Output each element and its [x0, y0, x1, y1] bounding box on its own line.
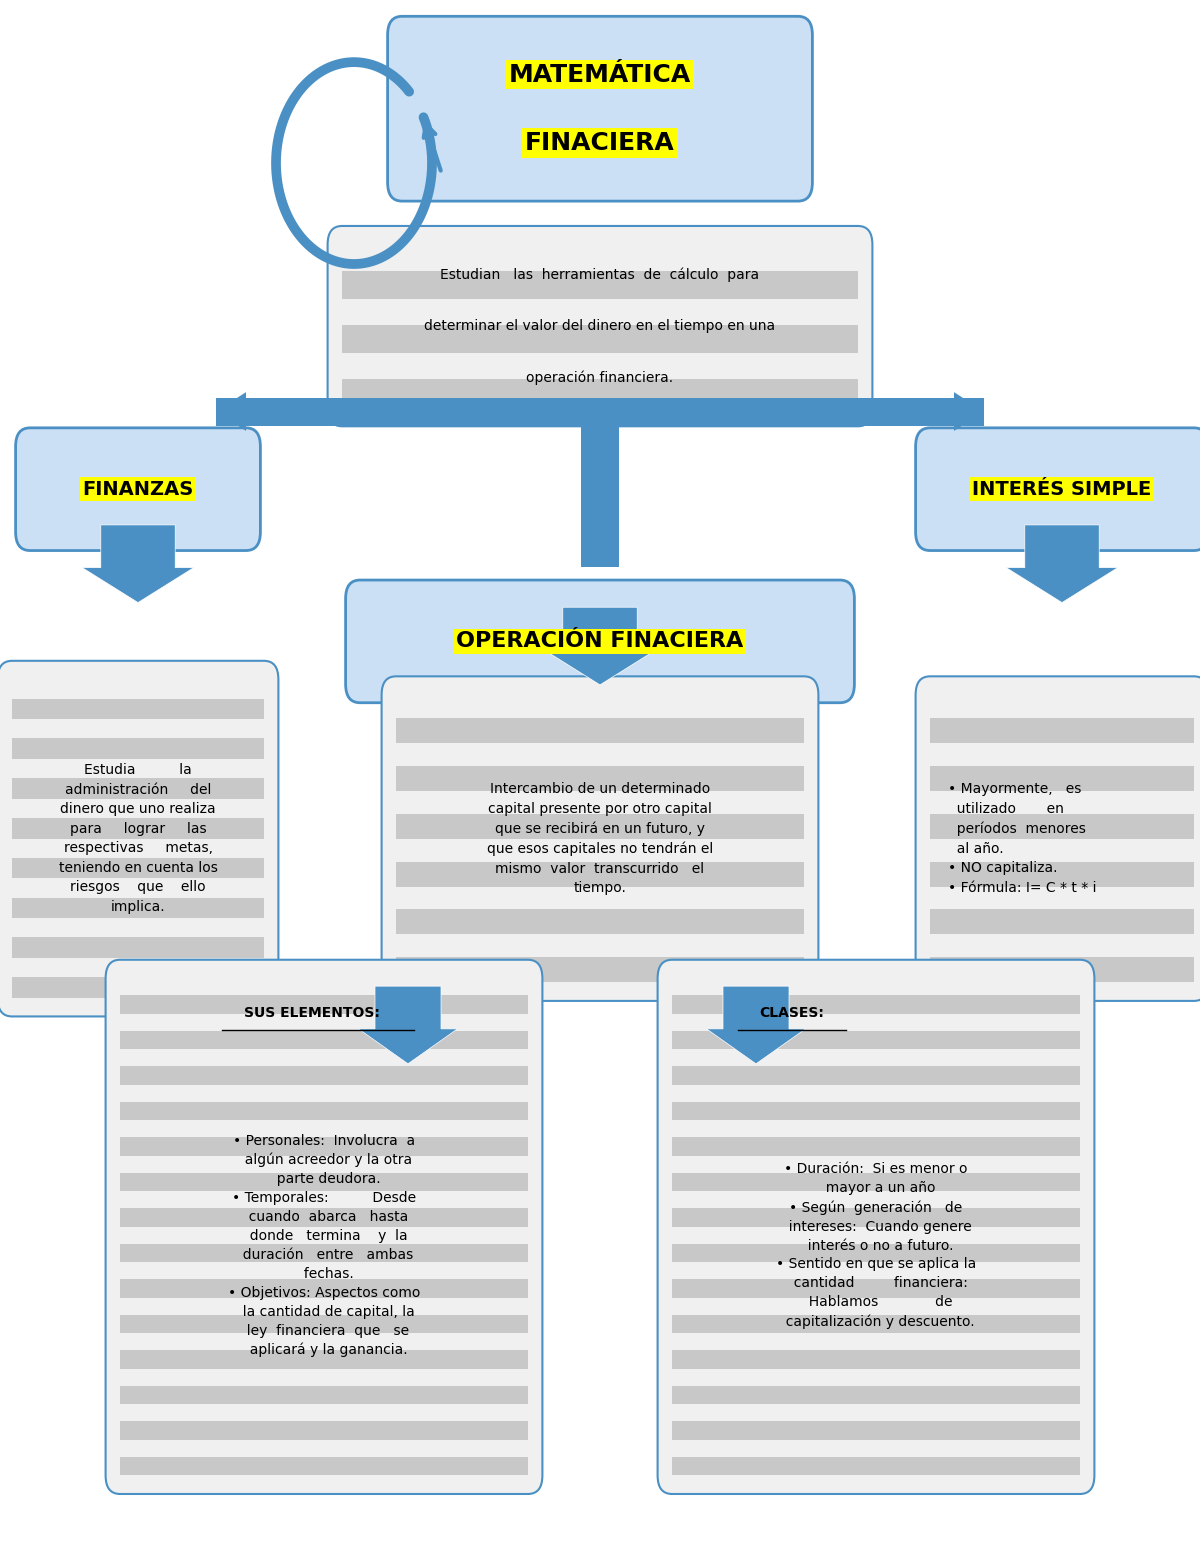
Polygon shape	[359, 986, 457, 1064]
Text: Estudia          la
administración     del
dinero que uno realiza
para     logra: Estudia la administración del dinero que…	[59, 764, 217, 913]
Bar	[120, 1351, 528, 1368]
Text: • Personales:  Involucra  a
  algún acreedor y la otra
  parte deudora.
• Tempor: • Personales: Involucra a algún acreedor…	[228, 1134, 420, 1357]
Bar	[120, 1208, 528, 1227]
Bar	[672, 1315, 1080, 1334]
Text: FINACIERA: FINACIERA	[526, 130, 674, 155]
Text: • Mayormente,   es
  utilizado       en
  períodos  menores
  al año.
• NO capit: • Mayormente, es utilizado en períodos m…	[948, 783, 1097, 895]
Polygon shape	[954, 393, 984, 430]
Bar	[396, 862, 804, 887]
Bar	[120, 1385, 528, 1404]
Bar	[672, 1280, 1080, 1298]
Bar	[672, 1208, 1080, 1227]
Polygon shape	[707, 986, 805, 1064]
Bar	[342, 325, 858, 353]
Polygon shape	[545, 607, 655, 685]
Bar	[342, 379, 858, 407]
Polygon shape	[1007, 525, 1118, 603]
Bar	[120, 1137, 528, 1155]
Polygon shape	[216, 393, 246, 430]
Text: FINANZAS: FINANZAS	[83, 480, 193, 499]
Text: operación financiera.: operación financiera.	[527, 370, 673, 385]
Text: CLASES:: CLASES:	[760, 1005, 824, 1020]
Bar	[581, 412, 619, 567]
Bar	[396, 717, 804, 742]
Bar	[930, 910, 1194, 935]
Bar	[930, 862, 1194, 887]
Bar	[396, 814, 804, 839]
Bar	[672, 1103, 1080, 1120]
Bar	[396, 910, 804, 935]
FancyBboxPatch shape	[0, 662, 278, 1016]
Bar	[930, 766, 1194, 790]
Bar	[12, 898, 264, 918]
Bar	[12, 938, 264, 958]
Bar	[930, 814, 1194, 839]
Bar	[342, 270, 858, 300]
Text: OPERACIÓN FINACIERA: OPERACIÓN FINACIERA	[456, 632, 744, 651]
Bar	[672, 1421, 1080, 1440]
FancyBboxPatch shape	[346, 581, 854, 702]
Bar	[12, 977, 264, 997]
FancyBboxPatch shape	[916, 427, 1200, 550]
Bar	[120, 1031, 528, 1050]
Bar	[12, 857, 264, 879]
Bar	[216, 398, 984, 426]
Bar	[120, 1280, 528, 1298]
Bar	[12, 778, 264, 798]
Text: • Duración:  Si es menor o
  mayor a un año
• Según  generación   de
  intereses: • Duración: Si es menor o mayor a un año…	[776, 1162, 976, 1329]
Bar	[396, 766, 804, 790]
Text: SUS ELEMENTOS:: SUS ELEMENTOS:	[244, 1005, 380, 1020]
Bar	[120, 995, 528, 1014]
Bar	[672, 1137, 1080, 1155]
Bar	[120, 1315, 528, 1334]
FancyBboxPatch shape	[382, 677, 818, 1000]
FancyBboxPatch shape	[658, 960, 1094, 1494]
Bar	[120, 1421, 528, 1440]
Bar	[672, 1244, 1080, 1263]
Bar	[672, 1385, 1080, 1404]
Bar	[672, 1173, 1080, 1191]
Bar	[120, 1173, 528, 1191]
Bar	[120, 1457, 528, 1475]
FancyBboxPatch shape	[328, 225, 872, 426]
Text: Estudian   las  herramientas  de  cálculo  para: Estudian las herramientas de cálculo par…	[440, 267, 760, 283]
Bar	[672, 1457, 1080, 1475]
FancyBboxPatch shape	[388, 16, 812, 200]
Bar	[120, 1103, 528, 1120]
Bar	[930, 957, 1194, 981]
Text: MATEMÁTICA: MATEMÁTICA	[509, 62, 691, 87]
Bar	[120, 1244, 528, 1263]
Text: determinar el valor del dinero en el tiempo en una: determinar el valor del dinero en el tie…	[425, 318, 775, 334]
Bar	[120, 1067, 528, 1086]
Bar	[12, 818, 264, 839]
Bar	[12, 738, 264, 759]
Polygon shape	[82, 525, 194, 603]
Bar	[396, 957, 804, 981]
Bar	[930, 717, 1194, 742]
Bar	[672, 995, 1080, 1014]
Bar	[672, 1067, 1080, 1086]
Bar	[12, 699, 264, 719]
Bar	[672, 1351, 1080, 1368]
Bar	[672, 1031, 1080, 1050]
FancyBboxPatch shape	[16, 427, 260, 550]
Text: Intercambio de un determinado
capital presente por otro capital
que se recibirá : Intercambio de un determinado capital pr…	[487, 783, 713, 895]
FancyBboxPatch shape	[106, 960, 542, 1494]
FancyBboxPatch shape	[916, 677, 1200, 1000]
Text: INTERÉS SIMPLE: INTERÉS SIMPLE	[972, 480, 1152, 499]
